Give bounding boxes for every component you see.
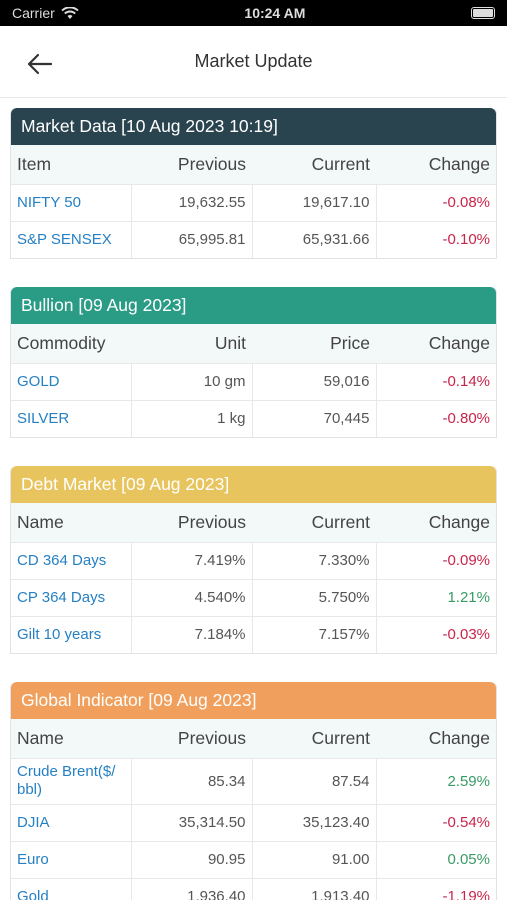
previous-value: 19,632.55	[130, 183, 252, 221]
table-row[interactable]: Euro 90.95 91.00 0.05%	[11, 840, 496, 878]
previous-value: 4.540%	[130, 578, 252, 616]
debt-market-card: Debt Market [09 Aug 2023] Name Previous …	[10, 466, 497, 654]
change-value: 1.21%	[375, 578, 496, 616]
change-value: -0.14%	[375, 362, 496, 400]
col-header: Change	[376, 145, 496, 184]
debt-market-title: Debt Market [09 Aug 2023]	[11, 466, 496, 503]
debt-market-table: Name Previous Current Change CD 364 Days…	[11, 503, 496, 653]
current-value: 5.750%	[251, 578, 376, 616]
change-value: -0.03%	[375, 615, 496, 653]
table-header-row: Name Previous Current Change	[11, 503, 496, 542]
col-header: Name	[11, 719, 131, 758]
previous-value: 7.419%	[130, 541, 252, 579]
change-value: 2.59%	[375, 757, 496, 804]
col-header: Change	[376, 719, 496, 758]
current-value: 7.157%	[251, 615, 376, 653]
item-link[interactable]: CD 364 Days	[11, 541, 131, 579]
content: Market Data [10 Aug 2023 10:19] Item Pre…	[0, 98, 507, 900]
table-row[interactable]: S&P SENSEX 65,995.81 65,931.66 -0.10%	[11, 220, 496, 258]
table-row[interactable]: Crude Brent($/ bbl) 85.34 87.54 2.59%	[11, 757, 496, 804]
item-link[interactable]: NIFTY 50	[11, 183, 131, 221]
item-link[interactable]: Crude Brent($/ bbl)	[11, 757, 131, 804]
col-header: Change	[376, 503, 496, 542]
previous-value: 35,314.50	[130, 803, 252, 841]
table-row[interactable]: Gilt 10 years 7.184% 7.157% -0.03%	[11, 615, 496, 653]
item-link[interactable]: GOLD	[11, 362, 131, 400]
global-indicator-title: Global Indicator [09 Aug 2023]	[11, 682, 496, 719]
col-header: Current	[252, 503, 376, 542]
table-row[interactable]: GOLD 10 gm 59,016 -0.14%	[11, 362, 496, 400]
col-header: Previous	[131, 503, 252, 542]
table-row[interactable]: SILVER 1 kg 70,445 -0.80%	[11, 399, 496, 437]
current-value: 91.00	[251, 840, 376, 878]
status-bar: Carrier 10:24 AM	[0, 0, 507, 26]
back-button[interactable]	[24, 48, 56, 80]
current-value: 65,931.66	[251, 220, 376, 258]
table-row[interactable]: DJIA 35,314.50 35,123.40 -0.54%	[11, 803, 496, 841]
bullion-card: Bullion [09 Aug 2023] Commodity Unit Pri…	[10, 287, 497, 438]
change-value: -0.10%	[375, 220, 496, 258]
price-value: 70,445	[251, 399, 376, 437]
table-row[interactable]: CD 364 Days 7.419% 7.330% -0.09%	[11, 541, 496, 579]
item-link[interactable]: S&P SENSEX	[11, 220, 131, 258]
item-link[interactable]: DJIA	[11, 803, 131, 841]
unit-value: 10 gm	[130, 362, 252, 400]
change-value: -0.08%	[375, 183, 496, 221]
current-value: 19,617.10	[251, 183, 376, 221]
wifi-icon	[61, 6, 79, 19]
change-value: 0.05%	[375, 840, 496, 878]
change-value: -0.09%	[375, 541, 496, 579]
current-value: 35,123.40	[251, 803, 376, 841]
current-value: 87.54	[251, 757, 376, 804]
table-row[interactable]: NIFTY 50 19,632.55 19,617.10 -0.08%	[11, 183, 496, 221]
item-link[interactable]: Gold	[11, 877, 131, 900]
page-title: Market Update	[194, 51, 313, 71]
unit-value: 1 kg	[130, 399, 252, 437]
change-value: -1.19%	[375, 877, 496, 900]
col-header: Current	[252, 145, 376, 184]
previous-value: 90.95	[130, 840, 252, 878]
table-header-row: Name Previous Current Change	[11, 719, 496, 758]
table-row[interactable]: Gold 1,936.40 1,913.40 -1.19%	[11, 877, 496, 900]
current-value: 7.330%	[251, 541, 376, 579]
market-data-title: Market Data [10 Aug 2023 10:19]	[11, 108, 496, 145]
col-header: Previous	[131, 719, 252, 758]
previous-value: 1,936.40	[130, 877, 252, 900]
col-header: Unit	[131, 324, 252, 363]
table-row[interactable]: CP 364 Days 4.540% 5.750% 1.21%	[11, 578, 496, 616]
status-time: 10:24 AM	[244, 5, 306, 21]
item-link[interactable]: CP 364 Days	[11, 578, 131, 616]
arrow-left-icon	[27, 53, 53, 75]
item-link[interactable]: Gilt 10 years	[11, 615, 131, 653]
col-header: Change	[376, 324, 496, 363]
col-header: Name	[11, 503, 131, 542]
app-header: Market Update	[0, 26, 507, 98]
battery-icon	[470, 7, 495, 19]
price-value: 59,016	[251, 362, 376, 400]
carrier-label: Carrier	[12, 5, 55, 21]
col-header: Previous	[131, 145, 252, 184]
col-header: Commodity	[11, 324, 131, 363]
bullion-table: Commodity Unit Price Change GOLD 10 gm 5…	[11, 324, 496, 437]
bullion-title: Bullion [09 Aug 2023]	[11, 287, 496, 324]
change-value: -0.54%	[375, 803, 496, 841]
col-header: Current	[252, 719, 376, 758]
change-value: -0.80%	[375, 399, 496, 437]
market-data-card: Market Data [10 Aug 2023 10:19] Item Pre…	[10, 108, 497, 259]
market-data-table: Item Previous Current Change NIFTY 50 19…	[11, 145, 496, 258]
previous-value: 7.184%	[130, 615, 252, 653]
item-link[interactable]: Euro	[11, 840, 131, 878]
global-indicator-table: Name Previous Current Change Crude Brent…	[11, 719, 496, 900]
col-header: Item	[11, 145, 131, 184]
col-header: Price	[252, 324, 376, 363]
table-header-row: Commodity Unit Price Change	[11, 324, 496, 363]
status-left: Carrier	[12, 5, 79, 21]
current-value: 1,913.40	[251, 877, 376, 900]
item-link[interactable]: SILVER	[11, 399, 131, 437]
previous-value: 85.34	[130, 757, 252, 804]
table-header-row: Item Previous Current Change	[11, 145, 496, 184]
previous-value: 65,995.81	[130, 220, 252, 258]
global-indicator-card: Global Indicator [09 Aug 2023] Name Prev…	[10, 682, 497, 900]
